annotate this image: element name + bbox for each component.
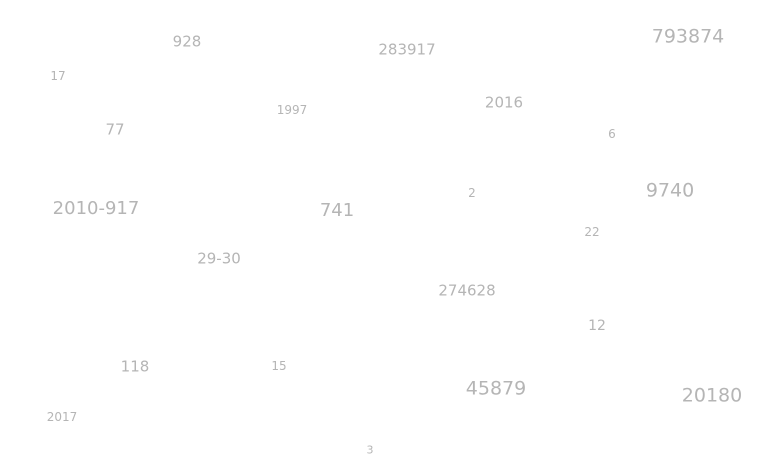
number-label: 22 [584, 225, 600, 239]
number-label: 928 [172, 32, 202, 51]
number-label: 793874 [651, 25, 725, 48]
number-label: 12 [588, 318, 606, 334]
number-label: 29-30 [197, 249, 241, 268]
number-label: 77 [105, 120, 125, 139]
number-label: 2017 [46, 410, 78, 424]
number-label: 6 [608, 127, 616, 141]
number-label: 741 [319, 200, 355, 221]
number-label: 274628 [438, 281, 496, 300]
number-label: 45879 [465, 377, 527, 400]
number-label: 9740 [645, 179, 695, 202]
number-label: 1997 [276, 103, 308, 117]
number-label: 15 [271, 359, 287, 373]
number-label: 2010-917 [52, 198, 140, 219]
number-label: 118 [120, 357, 150, 376]
number-label: 2 [468, 186, 476, 200]
number-label: 17 [50, 69, 66, 83]
number-label: 283917 [378, 40, 436, 59]
number-label: 20180 [681, 384, 743, 407]
number-label: 3 [366, 443, 374, 457]
number-label: 2016 [484, 93, 524, 112]
